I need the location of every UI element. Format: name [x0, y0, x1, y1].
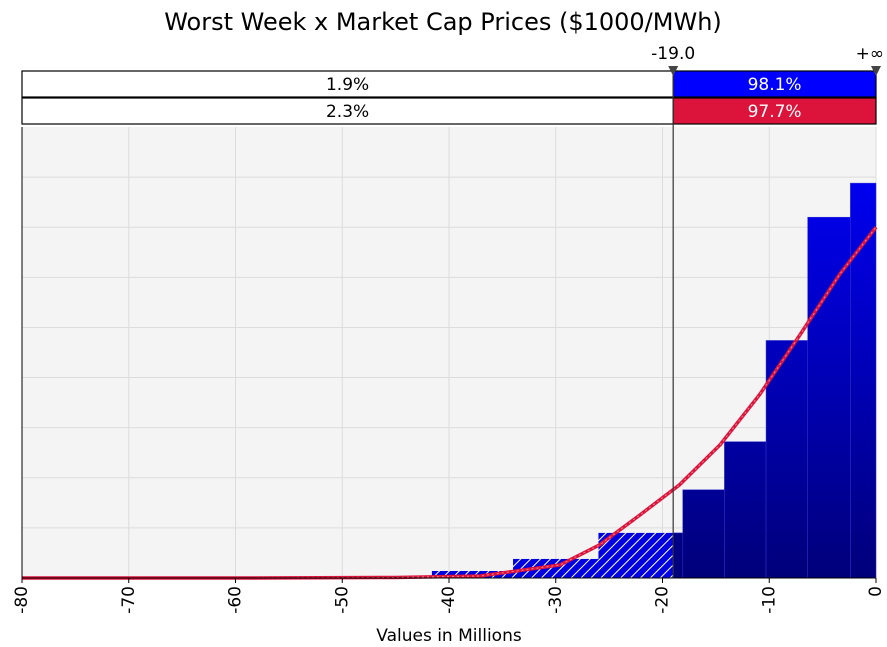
x-tick-label: -20	[653, 586, 673, 614]
fit-curve-dash	[22, 226, 877, 579]
delimiter-marker	[668, 66, 679, 76]
delimiter-marker	[871, 66, 881, 76]
bar	[672, 532, 684, 579]
x-tick-label: 0	[866, 586, 886, 597]
x-tick-label: -10	[759, 586, 779, 614]
bar-hatched	[598, 532, 674, 578]
x-tick-label: -80	[12, 586, 32, 614]
x-tick-label: -30	[546, 586, 566, 614]
band-segment	[21, 97, 674, 125]
x-axis-label: Values in Millions	[376, 626, 522, 646]
band-segment	[672, 70, 877, 98]
x-tick-label: -50	[332, 586, 352, 614]
band-label: 1.9%	[326, 75, 369, 95]
bar	[850, 182, 877, 579]
band-segment	[21, 70, 674, 98]
band-label: 97.7%	[748, 102, 802, 122]
delimiter-label: -19.0	[651, 44, 695, 64]
chart-title: Worst Week x Market Cap Prices ($1000/MW…	[164, 8, 722, 36]
bar-hatched	[513, 558, 599, 578]
band-label: 98.1%	[748, 75, 802, 95]
band-segment	[672, 97, 877, 125]
x-tick-label: -70	[119, 586, 139, 614]
x-tick-label: -60	[226, 586, 246, 614]
band-label: 2.3%	[326, 102, 369, 122]
delimiter-label: +∞	[856, 44, 884, 64]
bar	[724, 441, 767, 579]
bar	[682, 489, 725, 579]
x-tick-label: -40	[439, 586, 459, 614]
